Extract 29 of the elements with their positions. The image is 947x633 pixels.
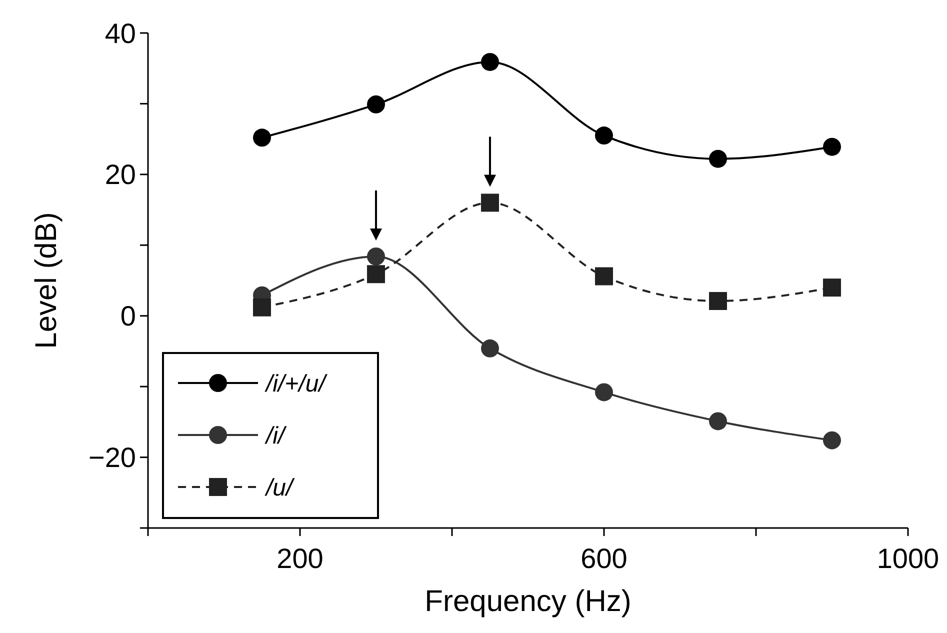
point (709, 292, 727, 310)
x-tick-label: 1000 (876, 543, 940, 574)
point (595, 267, 613, 286)
point (709, 150, 727, 168)
point (823, 278, 841, 297)
point (253, 298, 271, 316)
point (367, 247, 385, 266)
x-tick-label: 600 (580, 543, 628, 574)
point (253, 128, 271, 147)
point (481, 194, 499, 212)
x-axis-title: Frequency (Hz) (424, 585, 632, 618)
point (367, 265, 385, 284)
y-tick-label: 0 (120, 300, 136, 332)
point (481, 339, 499, 358)
legend-label: /i/+/u/ (264, 370, 328, 398)
point (595, 126, 613, 145)
point (709, 412, 727, 430)
y-tick-label: −20 (88, 442, 136, 474)
point (367, 95, 385, 114)
point (823, 431, 841, 450)
point (481, 52, 499, 71)
x-tick-label: 200 (276, 543, 324, 574)
legend-label: /u/ (264, 474, 296, 502)
y-tick-label: 40 (104, 18, 136, 49)
legend-label: /i/ (264, 422, 287, 450)
y-tick-label: 20 (104, 159, 136, 190)
y-axis-title: Level (dB) (30, 212, 63, 349)
point (595, 383, 613, 402)
point (823, 138, 841, 156)
